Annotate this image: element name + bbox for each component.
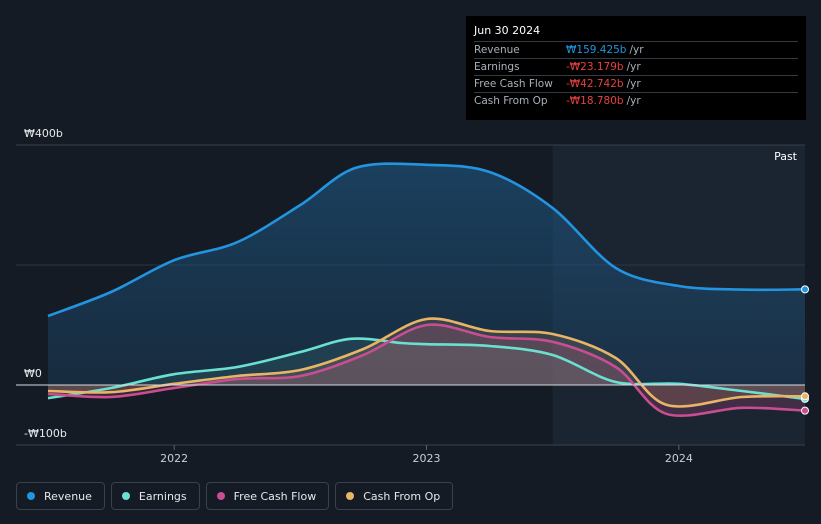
legend-dot-icon: [216, 492, 225, 500]
tooltip-row-earnings: Earnings -₩23.179b/yr: [474, 58, 798, 76]
tooltip-row-cash-from-op: Cash From Op -₩18.780b/yr: [474, 92, 798, 110]
chart-area: ₩400b ₩0 -₩100b 2022 2023 2024 Past: [16, 127, 809, 465]
end-marker-revenue: [801, 285, 809, 294]
tooltip-row-free-cash-flow: Free Cash Flow -₩42.742b/yr: [474, 75, 798, 93]
tooltip-unit: /yr: [626, 61, 641, 73]
tooltip-value: ₩159.425b/yr: [566, 44, 644, 56]
tooltip-value-text: -₩18.780b: [566, 95, 624, 107]
tooltip-panel: Jun 30 2024 Revenue ₩159.425b/yr Earning…: [466, 16, 806, 120]
tooltip-value-text: ₩159.425b: [566, 44, 627, 56]
series-lines: [16, 162, 805, 418]
y-axis-labels: ₩400b ₩0 -₩100b: [24, 127, 67, 440]
line-revenue: [47, 162, 805, 318]
tooltip-label: Revenue: [474, 44, 520, 56]
tooltip-label: Cash From Op: [474, 95, 548, 107]
legend-label: Earnings: [138, 489, 187, 503]
legend-item-free-cash-flow[interactable]: Free Cash Flow: [205, 482, 330, 510]
y-tick-label: ₩0: [24, 367, 42, 380]
tooltip-unit: /yr: [629, 44, 644, 56]
past-label: Past: [774, 150, 798, 163]
legend-item-cash-from-op[interactable]: Cash From Op: [335, 482, 454, 510]
legend-label: Cash From Op: [363, 489, 441, 503]
legend-label: Free Cash Flow: [233, 489, 317, 503]
legend-dot-icon: [27, 492, 35, 500]
x-tick-label: 2022: [160, 452, 188, 465]
end-marker-free-cash-flow: [801, 406, 809, 415]
tooltip-value: -₩42.742b/yr: [566, 78, 641, 90]
area-free-cash-flow: [48, 324, 805, 416]
tooltip-value: -₩18.780b/yr: [566, 95, 641, 107]
end-marker-cash-from-op: [801, 392, 809, 401]
legend-label: Revenue: [44, 489, 92, 503]
legend-item-revenue[interactable]: Revenue: [16, 482, 105, 510]
tooltip-unit: /yr: [626, 78, 641, 90]
tooltip-date: Jun 30 2024: [474, 24, 541, 37]
tooltip-unit: /yr: [626, 95, 641, 107]
x-axis-labels: 2022 2023 2024: [160, 445, 693, 465]
tooltip-row-revenue: Revenue ₩159.425b/yr: [474, 41, 798, 59]
line-free-cash-flow: [47, 323, 805, 418]
legend: Revenue Earnings Free Cash Flow Cash Fro…: [16, 482, 454, 512]
area-revenue: [48, 163, 805, 385]
legend-dot-icon: [346, 492, 355, 500]
line-earnings: [47, 337, 805, 401]
legend-dot-icon: [121, 492, 130, 500]
tooltip-value-text: -₩23.179b: [566, 61, 624, 73]
end-markers: [801, 285, 809, 415]
x-tick-label: 2023: [413, 452, 441, 465]
y-tick-label: -₩100b: [24, 427, 67, 440]
tooltip-value-text: -₩42.742b: [566, 78, 624, 90]
x-tick-label: 2024: [665, 452, 693, 465]
y-tick-label: ₩400b: [24, 127, 63, 140]
line-cash-from-op: [47, 317, 805, 408]
area-earnings: [48, 338, 805, 399]
tooltip-value: -₩23.179b/yr: [566, 61, 641, 73]
legend-item-earnings[interactable]: Earnings: [110, 482, 200, 510]
tooltip-label: Earnings: [474, 61, 520, 73]
tooltip-label: Free Cash Flow: [474, 78, 553, 90]
